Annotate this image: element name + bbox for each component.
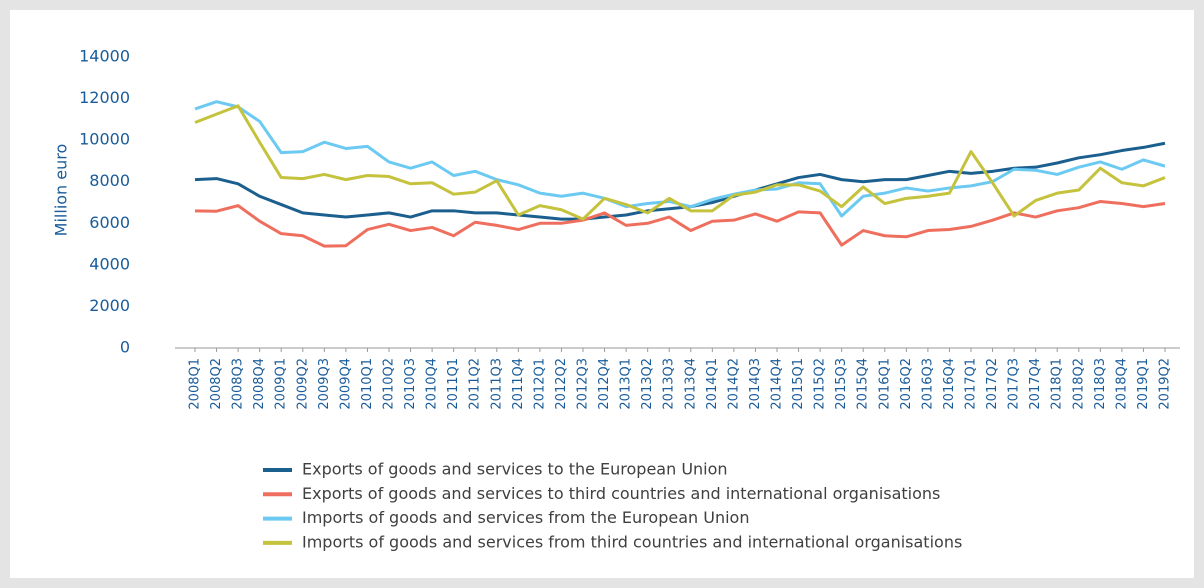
x-tick-label: 2010Q3 bbox=[403, 358, 418, 410]
legend-label: Exports of goods and services to the Eur… bbox=[302, 460, 728, 479]
x-tick-label: 2013Q1 bbox=[619, 358, 634, 410]
x-tick-label: 2009Q1 bbox=[274, 358, 289, 410]
y-tick-label: 4000 bbox=[89, 254, 130, 273]
x-tick-label: 2011Q4 bbox=[511, 358, 526, 410]
x-tick-label: 2011Q3 bbox=[489, 358, 504, 410]
series-line bbox=[194, 141, 1166, 221]
x-tick-label: 2015Q2 bbox=[813, 358, 828, 410]
x-tick-label: 2018Q4 bbox=[1114, 358, 1129, 410]
x-tick-label: 2014Q4 bbox=[770, 358, 785, 410]
x-tick-label: 2010Q2 bbox=[382, 358, 397, 410]
x-tick-label: 2012Q3 bbox=[576, 358, 591, 410]
y-tick-label: 12000 bbox=[79, 88, 130, 107]
x-tick-label: 2016Q2 bbox=[899, 358, 914, 410]
y-axis-label: Million euro bbox=[52, 144, 71, 237]
y-tick-label: 6000 bbox=[89, 213, 130, 232]
x-tick-label: 2017Q1 bbox=[964, 358, 979, 410]
series-line bbox=[194, 104, 1166, 221]
x-tick-label: 2016Q4 bbox=[942, 358, 957, 410]
x-tick-label: 2018Q3 bbox=[1093, 358, 1108, 410]
x-tick-label: 2015Q1 bbox=[791, 358, 806, 410]
x-tick-label: 2014Q1 bbox=[705, 358, 720, 410]
x-tick-label: 2013Q2 bbox=[640, 358, 655, 410]
y-tick-label: 8000 bbox=[89, 171, 130, 190]
x-tick-label: 2010Q4 bbox=[425, 358, 440, 410]
x-tick-label: 2019Q1 bbox=[1136, 358, 1151, 410]
y-tick-label: 0 bbox=[120, 338, 130, 357]
x-tick-label: 2018Q1 bbox=[1050, 358, 1065, 410]
x-tick-label: 2012Q1 bbox=[532, 358, 547, 410]
legend-label: Imports of goods and services from third… bbox=[302, 532, 962, 551]
y-tick-label: 14000 bbox=[79, 47, 130, 66]
x-tick-label: 2009Q2 bbox=[295, 358, 310, 410]
x-tick-label: 2008Q3 bbox=[231, 358, 246, 410]
x-tick-label: 2010Q1 bbox=[360, 358, 375, 410]
x-tick-label: 2012Q2 bbox=[554, 358, 569, 410]
y-tick-label: 2000 bbox=[89, 296, 130, 315]
x-tick-label: 2019Q2 bbox=[1158, 358, 1173, 410]
series-line bbox=[194, 199, 1166, 248]
x-tick-label: 2009Q4 bbox=[338, 358, 353, 410]
x-tick-label: 2009Q3 bbox=[317, 358, 332, 410]
x-tick-label: 2017Q2 bbox=[985, 358, 1000, 410]
x-tick-label: 2018Q2 bbox=[1071, 358, 1086, 410]
x-tick-label: 2014Q3 bbox=[748, 358, 763, 410]
x-tick-label: 2017Q4 bbox=[1028, 358, 1043, 410]
x-tick-label: 2008Q2 bbox=[209, 358, 224, 410]
x-tick-label: 2017Q3 bbox=[1007, 358, 1022, 410]
x-tick-label: 2016Q1 bbox=[877, 358, 892, 410]
x-tick-label: 2015Q3 bbox=[834, 358, 849, 410]
x-tick-label: 2012Q4 bbox=[597, 358, 612, 410]
legend-label: Exports of goods and services to third c… bbox=[302, 484, 940, 503]
x-tick-label: 2008Q4 bbox=[252, 358, 267, 410]
x-tick-label: 2016Q3 bbox=[920, 358, 935, 410]
x-tick-label: 2015Q4 bbox=[856, 358, 871, 410]
x-tick-label: 2014Q2 bbox=[726, 358, 741, 410]
x-tick-label: 2011Q1 bbox=[446, 358, 461, 410]
x-tick-label: 2013Q4 bbox=[683, 358, 698, 410]
y-tick-label: 10000 bbox=[79, 130, 130, 149]
x-tick-label: 2008Q1 bbox=[188, 358, 203, 410]
legend-label: Imports of goods and services from the E… bbox=[302, 508, 749, 527]
x-tick-label: 2011Q2 bbox=[468, 358, 483, 410]
x-tick-label: 2013Q3 bbox=[662, 358, 677, 410]
